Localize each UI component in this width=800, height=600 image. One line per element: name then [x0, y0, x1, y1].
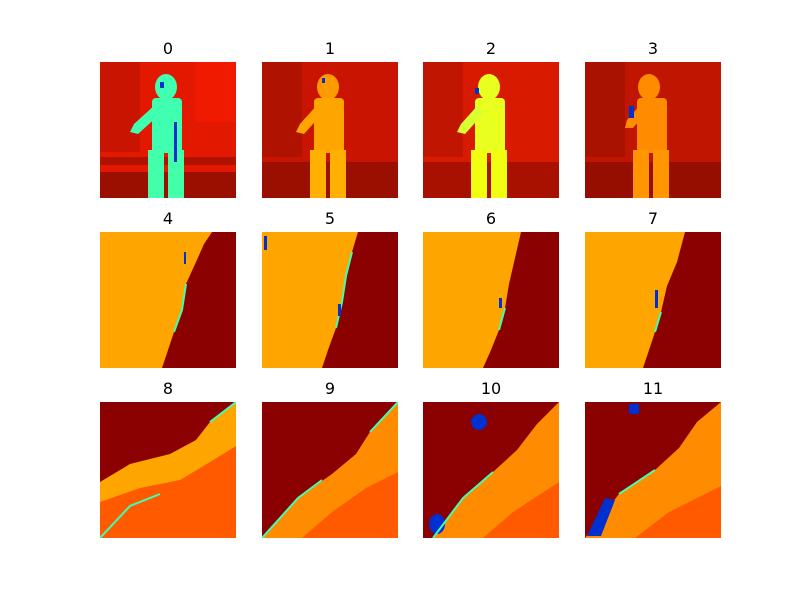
panel-image: [100, 62, 236, 198]
panel-image: [100, 402, 236, 538]
panel-title: 11: [642, 379, 664, 398]
panel-title: 7: [647, 209, 659, 228]
panel-image: [423, 402, 559, 538]
panel-image: [423, 232, 559, 368]
panel-title: 1: [324, 39, 336, 58]
panel-image: [262, 402, 398, 538]
panel-image: [585, 232, 721, 368]
panel-title: 8: [162, 379, 174, 398]
panel-title: 2: [485, 39, 497, 58]
panel-title: 5: [324, 209, 336, 228]
panel-title: 6: [485, 209, 497, 228]
panel-title: 0: [162, 39, 174, 58]
panel-title: 10: [480, 379, 502, 398]
panel-image: [262, 232, 398, 368]
panel-title: 4: [162, 209, 174, 228]
panel-image: [585, 402, 721, 538]
panel-image: [100, 232, 236, 368]
panel-image: [262, 62, 398, 198]
panel-title: 3: [647, 39, 659, 58]
panel-title: 9: [324, 379, 336, 398]
panel-image: [423, 62, 559, 198]
panel-image: [585, 62, 721, 198]
